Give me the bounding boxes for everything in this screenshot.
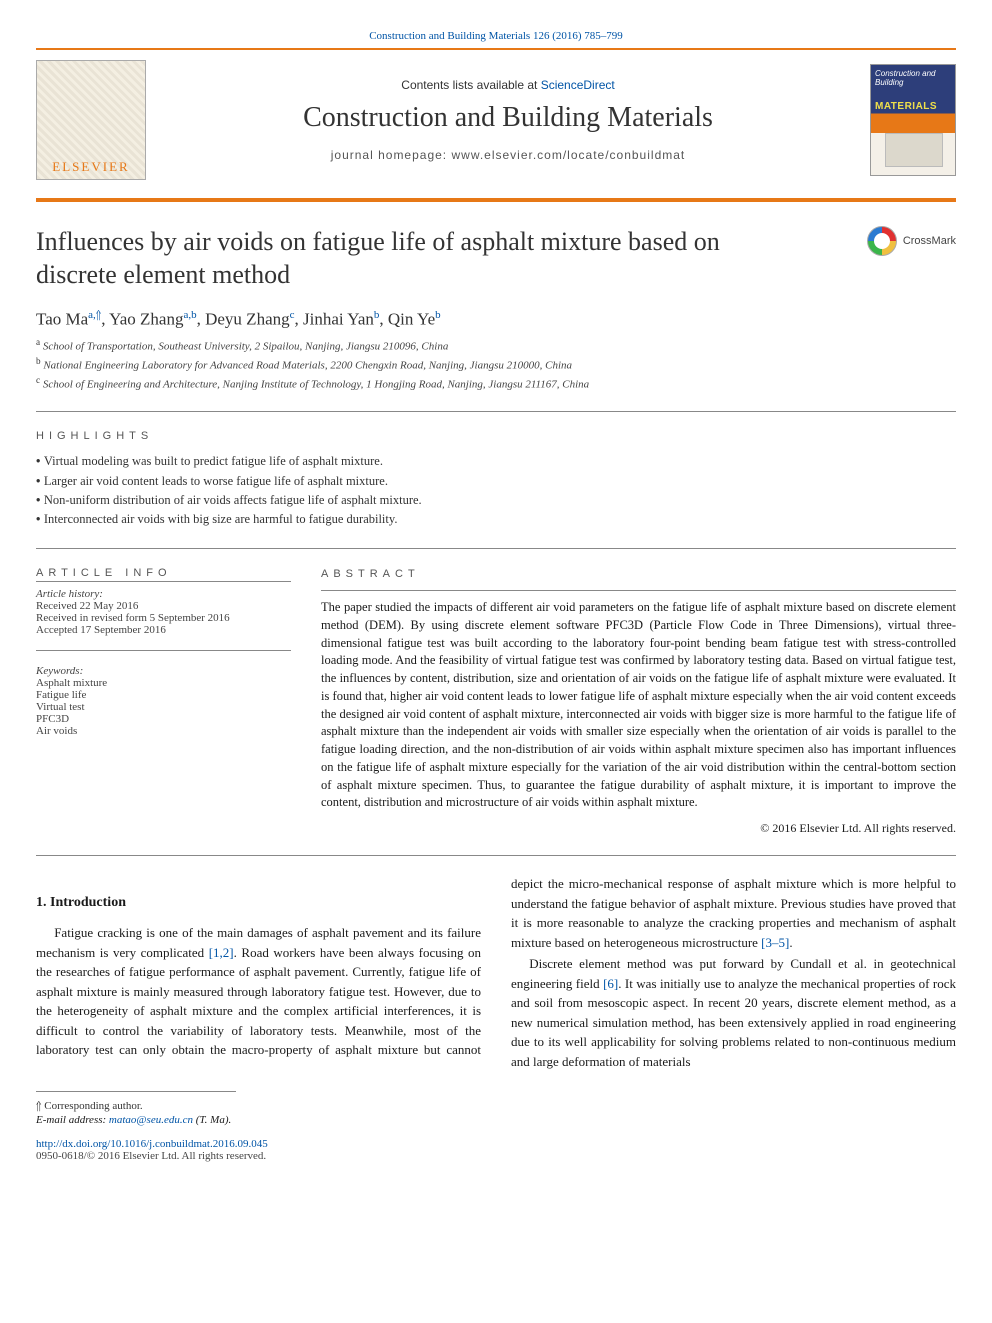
homepage-url: www.elsevier.com/locate/conbuildmat <box>451 148 685 162</box>
history-revised: Received in revised form 5 September 201… <box>36 612 291 624</box>
journal-title: Construction and Building Materials <box>146 102 870 134</box>
author-line: Tao Maa,⇑, Yao Zhanga,b, Deyu Zhangc, Ji… <box>36 305 956 330</box>
masthead-center: Contents lists available at ScienceDirec… <box>146 78 870 162</box>
affil-b: b National Engineering Laboratory for Ad… <box>36 355 956 374</box>
affiliations: a School of Transportation, Southeast Un… <box>36 336 956 393</box>
cover-small-line1: Construction and Building <box>875 69 951 87</box>
cover-small-line2: MATERIALS <box>875 101 951 112</box>
email-link[interactable]: matao@seu.edu.cn <box>109 1114 193 1126</box>
homepage-label: journal homepage: <box>331 148 452 162</box>
author-3: , Deyu Zhang <box>197 310 290 329</box>
affil-a: a School of Transportation, Southeast Un… <box>36 336 956 355</box>
abstract-label: ABSTRACT <box>321 567 956 583</box>
author-2-aff[interactable]: a,b <box>183 309 196 321</box>
publisher-logo: ELSEVIER <box>36 60 146 180</box>
highlight-4: Interconnected air voids with big size a… <box>44 512 398 526</box>
crossmark-label: CrossMark <box>903 235 956 247</box>
keyword: PFC3D <box>36 713 291 725</box>
author-1: Tao Ma <box>36 310 88 329</box>
ref-link-3-5[interactable]: [3–5] <box>761 935 789 950</box>
affil-c: c School of Engineering and Architecture… <box>36 374 956 393</box>
affil-c-text: School of Engineering and Architecture, … <box>43 379 589 391</box>
keywords-heading: Keywords: <box>36 665 291 677</box>
divider <box>36 411 956 412</box>
author-5: , Qin Ye <box>379 310 435 329</box>
author-5-aff[interactable]: b <box>435 309 441 321</box>
article-info-label: ARTICLE INFO <box>36 567 291 579</box>
affil-b-text: National Engineering Laboratory for Adva… <box>43 359 572 371</box>
journal-homepage: journal homepage: www.elsevier.com/locat… <box>146 148 870 162</box>
highlight-item: • Interconnected air voids with big size… <box>36 510 956 529</box>
history-accepted: Accepted 17 September 2016 <box>36 624 291 636</box>
highlight-2: Larger air void content leads to worse f… <box>44 474 388 488</box>
highlights-section: HIGHLIGHTS • Virtual modeling was built … <box>36 430 956 530</box>
contents-available: Contents lists available at ScienceDirec… <box>146 78 870 92</box>
corresponding-author: ⇑ Corresponding author. <box>36 1091 236 1114</box>
abstract-copyright: © 2016 Elsevier Ltd. All rights reserved… <box>321 820 956 837</box>
crossmark-badge[interactable]: CrossMark <box>867 226 956 256</box>
cover-inner-box <box>885 133 943 167</box>
highlight-3: Non-uniform distribution of air voids af… <box>44 493 422 507</box>
keyword: Air voids <box>36 725 291 737</box>
affil-a-text: School of Transportation, Southeast Univ… <box>43 340 449 352</box>
keyword: Virtual test <box>36 701 291 713</box>
page-footer: ⇑ Corresponding author. E-mail address: … <box>0 1091 992 1186</box>
issn-line: 0950-0618/© 2016 Elsevier Ltd. All right… <box>36 1150 956 1162</box>
affil-c-sup: c <box>36 375 40 385</box>
ref-link-1-2[interactable]: [1,2] <box>209 945 234 960</box>
divider <box>36 855 956 856</box>
email-line: E-mail address: matao@seu.edu.cn (T. Ma)… <box>36 1114 956 1126</box>
ref-link-6[interactable]: [6] <box>603 976 618 991</box>
highlights-label: HIGHLIGHTS <box>36 430 956 442</box>
affil-a-sup: a <box>36 337 40 347</box>
intro-para-2: Discrete element method was put forward … <box>511 954 956 1071</box>
highlight-item: • Larger air void content leads to worse… <box>36 472 956 491</box>
section-heading-intro: 1. Introduction <box>36 892 481 913</box>
author-2: , Yao Zhang <box>101 310 183 329</box>
highlight-item: • Virtual modeling was built to predict … <box>36 452 956 471</box>
masthead: ELSEVIER Contents lists available at Sci… <box>0 50 992 198</box>
abstract-text: The paper studied the impacts of differe… <box>321 599 956 812</box>
author-4: , Jinhai Yan <box>295 310 374 329</box>
highlight-1: Virtual modeling was built to predict fa… <box>44 454 383 468</box>
contents-text: Contents lists available at <box>401 78 540 92</box>
keyword: Asphalt mixture <box>36 677 291 689</box>
keyword: Fatigue life <box>36 689 291 701</box>
doi-link[interactable]: http://dx.doi.org/10.1016/j.conbuildmat.… <box>36 1138 268 1150</box>
sciencedirect-link[interactable]: ScienceDirect <box>541 78 615 92</box>
body-columns: 1. Introduction Fatigue cracking is one … <box>0 874 992 1091</box>
abstract-col: ABSTRACT The paper studied the impacts o… <box>321 567 956 838</box>
history-heading: Article history: <box>36 588 291 600</box>
affil-b-sup: b <box>36 356 41 366</box>
article-info-col: ARTICLE INFO Article history: Received 2… <box>36 567 291 838</box>
crossmark-icon <box>867 226 897 256</box>
author-1-aff[interactable]: a, <box>88 309 96 321</box>
email-paren: (T. Ma). <box>193 1114 231 1126</box>
paper-title: Influences by air voids on fatigue life … <box>36 226 796 291</box>
running-head: Construction and Building Materials 126 … <box>0 0 992 48</box>
divider-bottom-orange <box>36 198 956 202</box>
intro-p1-c: . <box>789 935 792 950</box>
email-label: E-mail address: <box>36 1114 109 1126</box>
history-received: Received 22 May 2016 <box>36 600 291 612</box>
highlight-item: • Non-uniform distribution of air voids … <box>36 491 956 510</box>
running-head-link[interactable]: Construction and Building Materials 126 … <box>369 30 623 42</box>
divider <box>36 548 956 549</box>
journal-cover-thumb: Construction and Building MATERIALS <box>870 64 956 176</box>
publisher-logo-text: ELSEVIER <box>52 159 129 175</box>
